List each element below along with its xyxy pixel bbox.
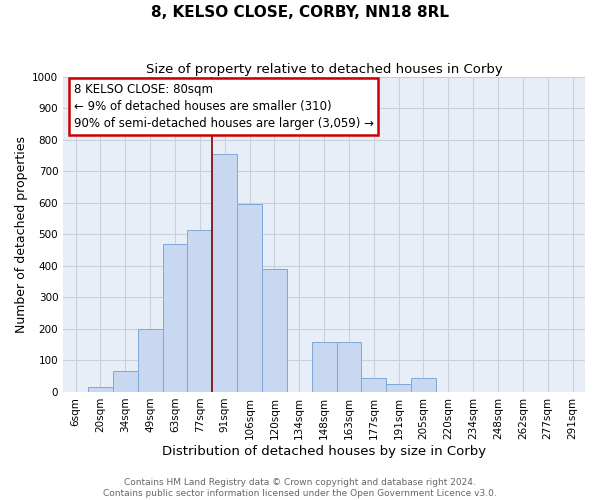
X-axis label: Distribution of detached houses by size in Corby: Distribution of detached houses by size … [162,444,486,458]
Title: Size of property relative to detached houses in Corby: Size of property relative to detached ho… [146,62,502,76]
Bar [311,342,337,392]
Y-axis label: Number of detached properties: Number of detached properties [15,136,28,333]
Bar [163,244,187,392]
Text: Contains HM Land Registry data © Crown copyright and database right 2024.
Contai: Contains HM Land Registry data © Crown c… [103,478,497,498]
Text: 8 KELSO CLOSE: 80sqm
← 9% of detached houses are smaller (310)
90% of semi-detac: 8 KELSO CLOSE: 80sqm ← 9% of detached ho… [74,83,374,130]
Bar [411,378,436,392]
Bar [262,269,287,392]
Bar [212,154,237,392]
Text: 8, KELSO CLOSE, CORBY, NN18 8RL: 8, KELSO CLOSE, CORBY, NN18 8RL [151,5,449,20]
Bar [237,204,262,392]
Bar [138,329,163,392]
Bar [361,378,386,392]
Bar [187,230,212,392]
Bar [113,372,138,392]
Bar [337,342,361,392]
Bar [88,387,113,392]
Bar [386,384,411,392]
